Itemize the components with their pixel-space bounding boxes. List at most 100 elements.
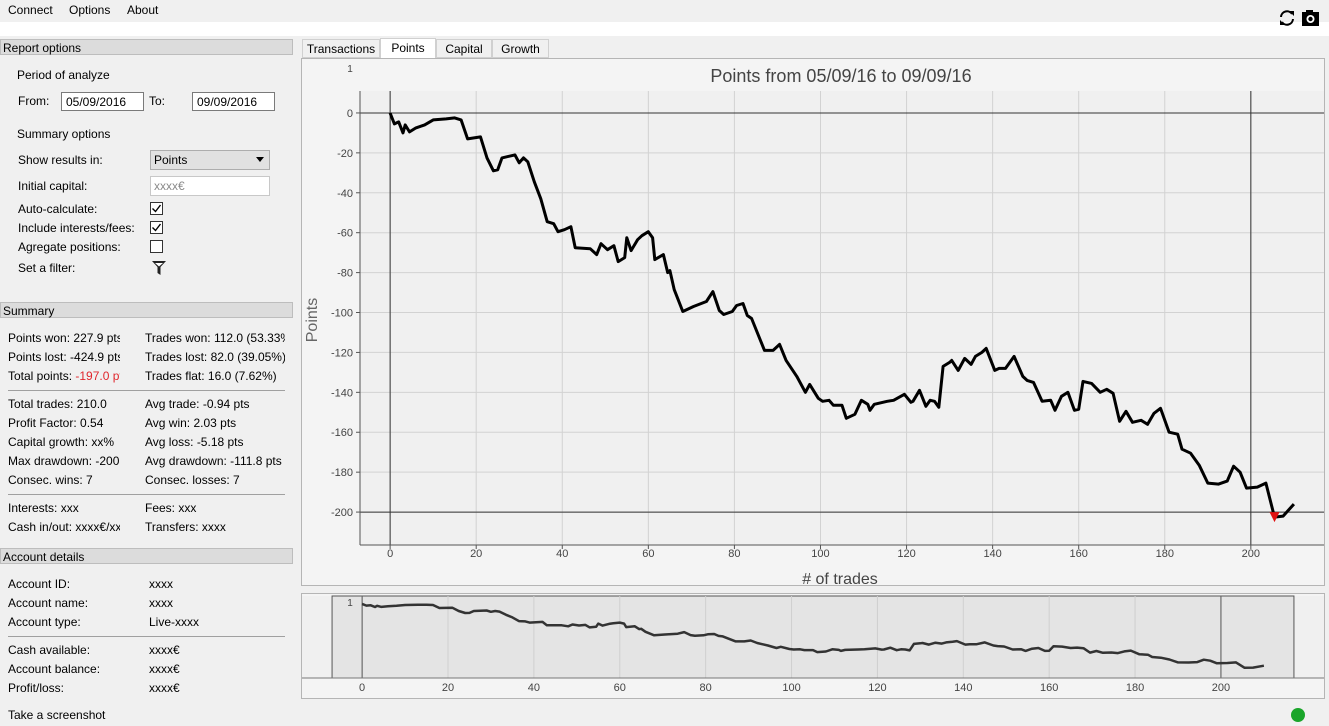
summary-value: -424.9 pts: [70, 350, 120, 364]
y-tick-label: 0: [347, 108, 353, 120]
account-label: Account ID:: [8, 577, 71, 591]
summary-value: 210.0: [76, 397, 107, 411]
section-title: Account details: [3, 550, 85, 564]
summary-value: -5.18 pts: [196, 435, 244, 449]
x-tick-label: 120: [897, 548, 915, 560]
date-picker[interactable]: 09/09/2016: [192, 92, 275, 111]
camera-icon[interactable]: [1301, 9, 1320, 27]
x-tick-label: 80: [700, 682, 712, 694]
navigator-line: [361, 602, 1265, 670]
x-axis-label: # of trades: [802, 571, 878, 588]
dropdown-value: Points: [154, 153, 188, 167]
x-tick-label: 180: [1156, 548, 1174, 560]
x-tick-label: 40: [528, 682, 540, 694]
section-header[interactable]: Report options: [0, 39, 293, 55]
summary-label: Avg win:: [145, 416, 191, 430]
account-value: xxxx: [149, 577, 173, 591]
menu-bar: [0, 22, 1329, 36]
section-title: Summary: [3, 304, 55, 318]
y-axis-label: Points: [304, 298, 321, 342]
dropdown[interactable]: Points: [150, 150, 270, 170]
summary-value: 16.0 (7.62%): [207, 369, 277, 383]
x-tick-label: 160: [1070, 548, 1088, 560]
summary-item: Points lost: -424.9 pts: [8, 350, 120, 364]
summary-item: Avg drawdown: -111.8 pts: [145, 454, 285, 468]
checkbox[interactable]: [150, 202, 163, 215]
summary-item: Max drawdown: -200.7 pts: [8, 454, 120, 468]
summary-value: xxx: [178, 501, 197, 515]
y-tick-label: -140: [331, 387, 353, 399]
line: [388, 112, 1296, 519]
summary-item: Trades flat: 16.0 (7.62%): [145, 369, 285, 383]
x-tick-label: 40: [556, 548, 568, 560]
summary-label: Avg trade:: [145, 397, 200, 411]
separator: [8, 390, 285, 391]
summary-item: Capital growth: xx%: [8, 435, 120, 449]
field-label: Auto-calculate:: [18, 202, 98, 216]
corner-label: 1: [347, 64, 353, 75]
summary-label: Avg loss:: [145, 435, 194, 449]
summary-label: Capital growth:: [8, 435, 89, 449]
field-label: Show results in:: [18, 153, 103, 167]
summary-item: Avg win: 2.03 pts: [145, 416, 285, 430]
menu-item[interactable]: Options: [69, 3, 111, 17]
tab[interactable]: Transactions: [302, 39, 380, 58]
x-tick-label: 140: [983, 548, 1001, 560]
summary-label: Fees:: [145, 501, 176, 515]
chart-title: Points from 05/09/16 to 09/09/16: [710, 66, 971, 86]
account-label: Cash available:: [8, 643, 91, 657]
date-picker[interactable]: 05/09/2016: [61, 92, 144, 111]
checkbox[interactable]: [150, 240, 163, 253]
dropdown-arrow: [256, 157, 264, 162]
x-tick-label: 180: [1126, 682, 1144, 694]
summary-value: 227.9 pts: [73, 331, 120, 345]
text-input[interactable]: xxxx€: [150, 176, 270, 196]
check-mark: [152, 204, 162, 213]
menu-item[interactable]: About: [127, 3, 159, 17]
x-tick-label: 140: [954, 682, 972, 694]
status-text[interactable]: Take a screenshot: [8, 708, 106, 722]
summary-label: Consec. losses:: [145, 473, 230, 487]
refresh-icon[interactable]: [1278, 9, 1296, 27]
separator: [8, 636, 285, 637]
summary-item: Profit Factor: 0.54: [8, 416, 120, 430]
summary-label: Cash in/out:: [8, 520, 73, 534]
summary-item: Total points: -197.0 pts: [8, 369, 120, 383]
filter-icon[interactable]: [151, 260, 167, 276]
y-tick-label: -100: [331, 308, 353, 320]
section-header[interactable]: Account details: [0, 548, 293, 564]
account-value: xxxx€: [149, 681, 180, 695]
account-label: Account balance:: [8, 662, 101, 676]
summary-label: Points lost:: [8, 350, 67, 364]
summary-item: Total trades: 210.0: [8, 397, 120, 411]
tab[interactable]: Growth: [492, 39, 549, 58]
summary-item: Interests: xxx: [8, 501, 120, 515]
menu-item[interactable]: Connect: [8, 3, 53, 17]
y-tick-label: -200: [331, 507, 353, 519]
section-header[interactable]: Summary: [0, 302, 293, 318]
tab[interactable]: Points: [380, 38, 436, 59]
y-tick-label: -120: [331, 347, 353, 359]
summary-item: Trades lost: 82.0 (39.05%): [145, 350, 285, 364]
summary-item: Consec. losses: 7: [145, 473, 285, 487]
summary-value: 112.0 (53.33%): [213, 331, 285, 345]
marker: [1269, 512, 1280, 523]
x-tick-label: 120: [868, 682, 886, 694]
tab[interactable]: Capital: [436, 39, 492, 58]
summary-value: xxxx: [201, 520, 226, 534]
account-value: xxxx€: [149, 643, 180, 657]
x-tick-label: 0: [387, 548, 393, 560]
summary-label: Max drawdown:: [8, 454, 93, 468]
y-tick-label: -60: [337, 228, 353, 240]
status-indicator: [1291, 708, 1305, 722]
x-tick-label: 200: [1212, 682, 1230, 694]
summary-label: Points won:: [8, 331, 71, 345]
checkbox[interactable]: [150, 221, 163, 234]
account-label: Account type:: [8, 615, 81, 629]
x-tick-label: 100: [782, 682, 800, 694]
summary-item: Avg trade: -0.94 pts: [145, 397, 285, 411]
summary-value: -0.94 pts: [202, 397, 250, 411]
y-tick-label: -20: [337, 148, 353, 160]
